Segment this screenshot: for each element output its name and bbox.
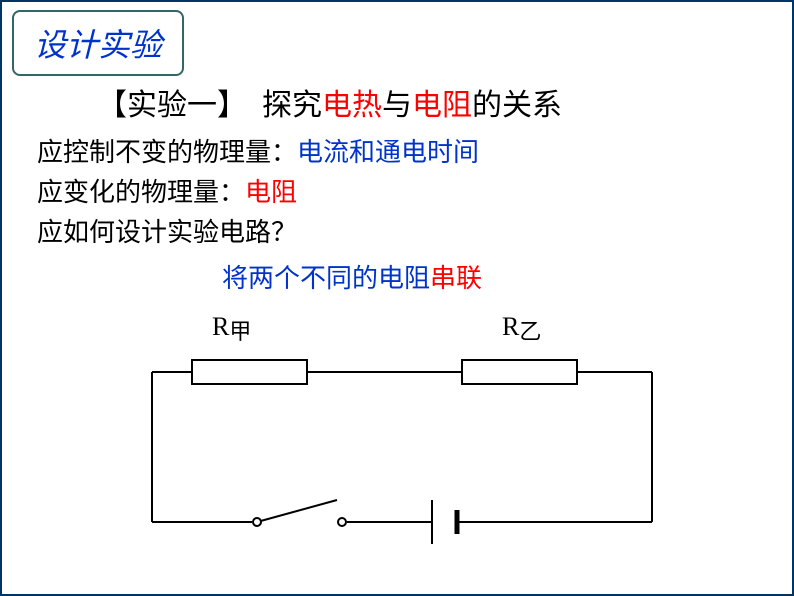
r2-symbol: R — [502, 312, 519, 341]
r1-sub: 甲 — [229, 319, 251, 344]
switch-arm — [257, 500, 337, 522]
title-text: 设计实验 — [34, 27, 162, 63]
r2-sub: 乙 — [519, 319, 541, 344]
control-variable-line: 应控制不变的物理量：电流和通电时间 — [37, 132, 479, 169]
exp-prefix: 探究 — [262, 89, 322, 122]
spacer — [232, 89, 262, 122]
line3-text: 应如何设计实验电路？ — [37, 218, 297, 247]
switch-terminal-right — [338, 518, 346, 526]
switch-terminal-left — [253, 518, 261, 526]
answer-line: 将两个不同的电阻串联 — [222, 258, 482, 295]
title-box: 设计实验 — [12, 10, 184, 76]
r1-symbol: R — [212, 312, 229, 341]
experiment-title: 【实验一】 探究电热与电阻的关系 — [97, 80, 562, 124]
change-variable-line: 应变化的物理量：电阻 — [37, 172, 297, 209]
line2-label: 应变化的物理量： — [37, 178, 245, 207]
bracket-open: 【 — [97, 89, 127, 122]
resistor-yi — [462, 360, 577, 384]
resistor-label-jia: R甲 — [212, 312, 251, 346]
exp-connector: 与 — [382, 89, 412, 122]
question-line: 应如何设计实验电路？ — [37, 212, 297, 249]
line4-part2: 串联 — [430, 264, 482, 293]
circuit-svg — [132, 312, 672, 562]
resistor-label-yi: R乙 — [502, 312, 541, 346]
exp-suffix: 的关系 — [472, 89, 562, 122]
line4-part1: 将两个不同的电阻 — [222, 264, 430, 293]
exp-var1: 电热 — [322, 89, 382, 122]
bracket-close: 】 — [217, 89, 232, 122]
circuit-diagram: R甲 R乙 — [132, 312, 672, 562]
experiment-label: 实验一 — [127, 89, 217, 122]
line1-value: 电流和通电时间 — [297, 138, 479, 167]
resistor-jia — [192, 360, 307, 384]
exp-var2: 电阻 — [412, 89, 472, 122]
line2-value: 电阻 — [245, 178, 297, 207]
line1-label: 应控制不变的物理量： — [37, 138, 297, 167]
